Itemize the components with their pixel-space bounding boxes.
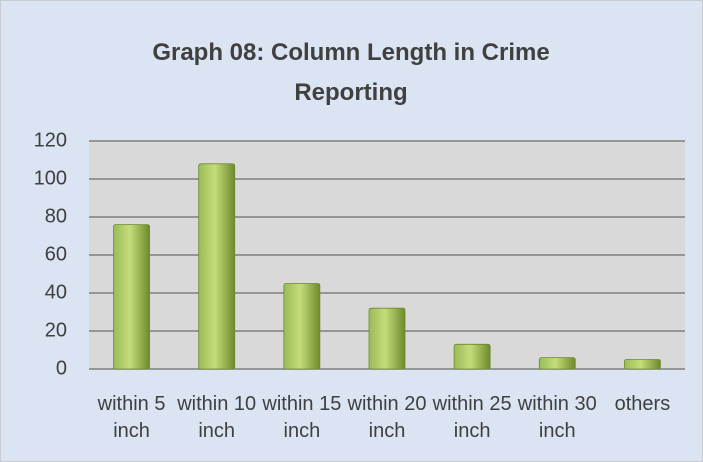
y-tick-label: 80 bbox=[45, 205, 67, 227]
chart-title: Graph 08: Column Length in Crime Reporti… bbox=[152, 39, 550, 106]
y-tick-label: 100 bbox=[34, 167, 67, 189]
bar bbox=[198, 163, 236, 370]
y-tick-label: 20 bbox=[45, 319, 67, 341]
x-tick-label: within 30 inch bbox=[517, 393, 597, 442]
y-tick-label: 40 bbox=[45, 281, 67, 303]
bar bbox=[113, 224, 150, 370]
x-tick-label: within 25 inch bbox=[432, 393, 512, 442]
y-tick-label: 120 bbox=[34, 129, 67, 151]
bar bbox=[368, 307, 406, 370]
y-tick-label: 60 bbox=[45, 243, 67, 265]
x-tick-label: within 5 inch bbox=[97, 393, 166, 442]
bar bbox=[624, 359, 661, 370]
x-tick-label: within 15 inch bbox=[262, 393, 342, 442]
bar bbox=[538, 357, 576, 370]
y-tick-label: 0 bbox=[56, 357, 67, 379]
x-tick-label: others bbox=[614, 393, 671, 415]
bar bbox=[453, 343, 491, 370]
x-tick-label: within 20 inch bbox=[347, 393, 427, 442]
x-tick-label: within 10 inch bbox=[177, 393, 257, 442]
bar bbox=[283, 283, 321, 370]
